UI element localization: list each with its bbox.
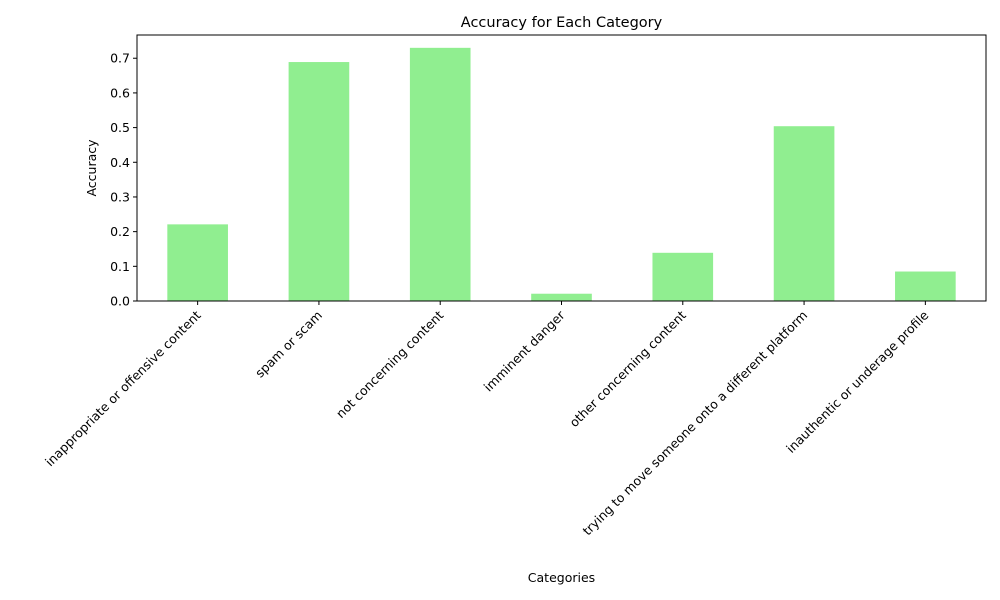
y-axis: 0.0 0.1 0.2 0.3 0.4 0.5 0.6 0.7	[110, 51, 137, 309]
bar-4	[531, 293, 592, 301]
chart-title: Accuracy for Each Category	[461, 15, 663, 31]
bar-5	[652, 252, 714, 301]
y-tick-label: 0.3	[110, 189, 130, 204]
y-tick-label: 0.7	[110, 51, 130, 66]
y-tick-label: 0.2	[110, 224, 130, 239]
y-tick-label: 0.1	[110, 259, 130, 274]
x-tick-label: not concerning content	[333, 307, 447, 421]
x-tick-label: trying to move someone onto a different …	[579, 308, 810, 539]
x-axis-label: Categories	[528, 570, 595, 585]
bar-7	[895, 271, 956, 301]
x-tick-label: imminent danger	[481, 307, 569, 395]
plot-frame	[136, 34, 987, 302]
x-tick-label: inauthentic or underage profile	[783, 307, 932, 456]
y-axis-label: Accuracy	[84, 139, 99, 197]
y-tick-label: 0.4	[110, 155, 130, 170]
x-tick-label: inappropriate or offensive content	[42, 307, 204, 469]
bar-1	[167, 224, 228, 301]
y-tick-label: 0.0	[110, 294, 130, 309]
bars-group	[167, 47, 956, 302]
y-tick-label: 0.6	[110, 85, 130, 100]
bar-6	[773, 126, 835, 302]
bar-3	[409, 47, 471, 301]
bar-2	[288, 62, 350, 302]
y-tick-label: 0.5	[110, 120, 130, 135]
x-tick-label: other concerning content	[566, 307, 689, 430]
x-tick-label: spam or scam	[252, 308, 325, 381]
x-axis: inappropriate or offensive content spam o…	[42, 301, 932, 538]
